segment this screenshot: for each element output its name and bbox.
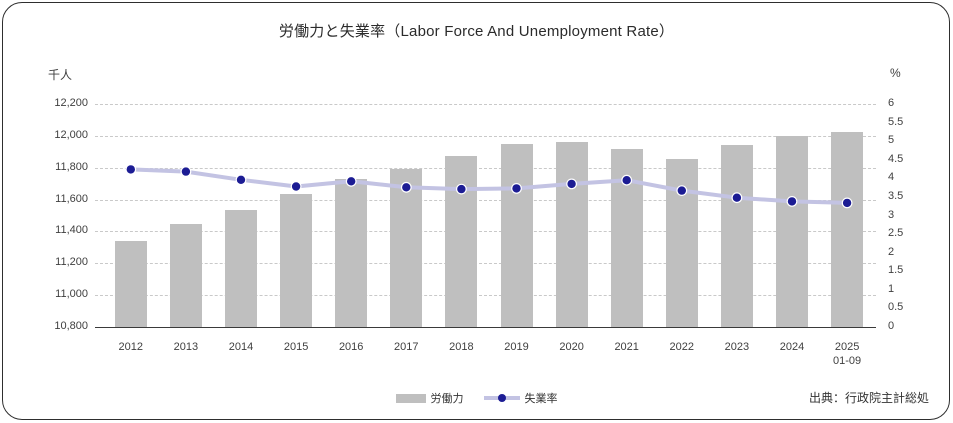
marker-2014	[235, 174, 247, 186]
marker-2013	[180, 166, 192, 178]
left-ytick-11800: 11,800	[55, 160, 88, 173]
marker-2021	[621, 174, 633, 186]
right-ytick-4: 4	[888, 171, 895, 184]
gridline-11800	[95, 167, 876, 169]
xtick-2020: 2020	[559, 341, 584, 353]
bar-2013	[169, 224, 202, 327]
legend-line-swatch-icon	[483, 393, 520, 403]
right-ytick-5: 5	[888, 134, 895, 147]
xtick-2021: 2021	[614, 341, 639, 353]
marker-2023	[731, 192, 743, 204]
xtick-2025: 2025 01-09	[820, 340, 875, 368]
bar-2024	[776, 135, 808, 327]
right-ytick-2_5: 2.5	[888, 227, 904, 240]
xtick-2017: 2017	[394, 341, 419, 353]
left-axis-unit-label: 千人	[48, 68, 73, 82]
right-ytick-3_5: 3.5	[888, 189, 904, 202]
left-ytick-11400: 11,400	[55, 224, 88, 237]
right-ytick-0: 0	[888, 320, 895, 332]
legend-label-unemployment-rate: 失業率	[524, 393, 558, 405]
gridline-11000	[95, 295, 876, 297]
xtick-2012: 2012	[118, 341, 144, 353]
xtick-2023: 2023	[724, 341, 750, 353]
xtick-2019: 2019	[504, 341, 529, 353]
gridline-12200	[95, 104, 876, 105]
chart-title: 労働力と失業率（Labor Force And Unemployment Rat…	[278, 23, 675, 40]
marker-2024	[786, 195, 798, 207]
bar-2015	[280, 193, 313, 327]
marker-2015	[290, 181, 302, 192]
bar-2019	[500, 144, 533, 327]
unemployment-line	[128, 167, 850, 205]
marker-2017	[400, 181, 412, 193]
xtick-2022: 2022	[669, 341, 695, 353]
xtick-2014: 2014	[228, 341, 254, 353]
gridline-11200	[95, 263, 876, 265]
marker-2018	[456, 183, 467, 195]
xtick-2013: 2013	[173, 341, 199, 353]
gridline-12000	[95, 135, 876, 137]
xtick-2024: 2024	[779, 341, 805, 353]
source-note: 出典：行政院主計総処	[808, 391, 929, 405]
marker-2025	[841, 197, 853, 209]
legend-item-unemployment-rate: 失業率	[483, 390, 558, 406]
marker-2022	[676, 185, 688, 197]
right-ytick-1: 1	[888, 282, 895, 295]
bar-2017	[390, 168, 423, 327]
right-ytick-4_5: 4.5	[888, 152, 904, 165]
bar-2012	[114, 240, 147, 327]
left-ytick-12200: 12,200	[54, 97, 88, 109]
gridline-11600	[95, 199, 876, 201]
legend-label-labor-force: 労働力	[430, 393, 464, 405]
marker-2020	[566, 178, 577, 190]
right-ytick-0_5: 0.5	[888, 301, 904, 314]
bar-2023	[720, 144, 753, 327]
bar-2016	[335, 179, 368, 327]
right-ytick-1_5: 1.5	[888, 264, 904, 277]
left-ytick-11000: 11,000	[55, 288, 88, 301]
bar-2025	[831, 131, 864, 327]
left-ytick-11600: 11,600	[55, 192, 88, 205]
marker-2019	[511, 182, 522, 194]
gridline-11400	[95, 231, 876, 233]
marker-2016	[345, 175, 357, 187]
xtick-2016: 2016	[338, 341, 364, 353]
xtick-2015: 2015	[283, 341, 309, 353]
xtick-sublabel: 01-09	[833, 355, 862, 367]
left-ytick-11200: 11,200	[55, 256, 88, 269]
right-ytick-3: 3	[888, 208, 895, 221]
marker-2012	[125, 163, 137, 175]
right-ytick-2: 2	[888, 245, 895, 258]
left-ytick-12000: 12,000	[54, 128, 88, 141]
bar-2014	[225, 209, 257, 327]
right-ytick-6: 6	[888, 97, 895, 109]
right-ytick-5_5: 5.5	[888, 115, 904, 128]
left-ytick-10800: 10,800	[54, 320, 88, 332]
xtick-2018: 2018	[449, 341, 474, 353]
legend-bar-swatch-icon	[395, 393, 426, 403]
legend: 労働力 失業率	[0, 390, 953, 406]
bar-2020	[555, 141, 588, 327]
right-axis-unit-label: %	[890, 66, 901, 80]
x-axis-line	[95, 327, 876, 328]
legend-item-labor-force: 労働力	[395, 390, 464, 406]
